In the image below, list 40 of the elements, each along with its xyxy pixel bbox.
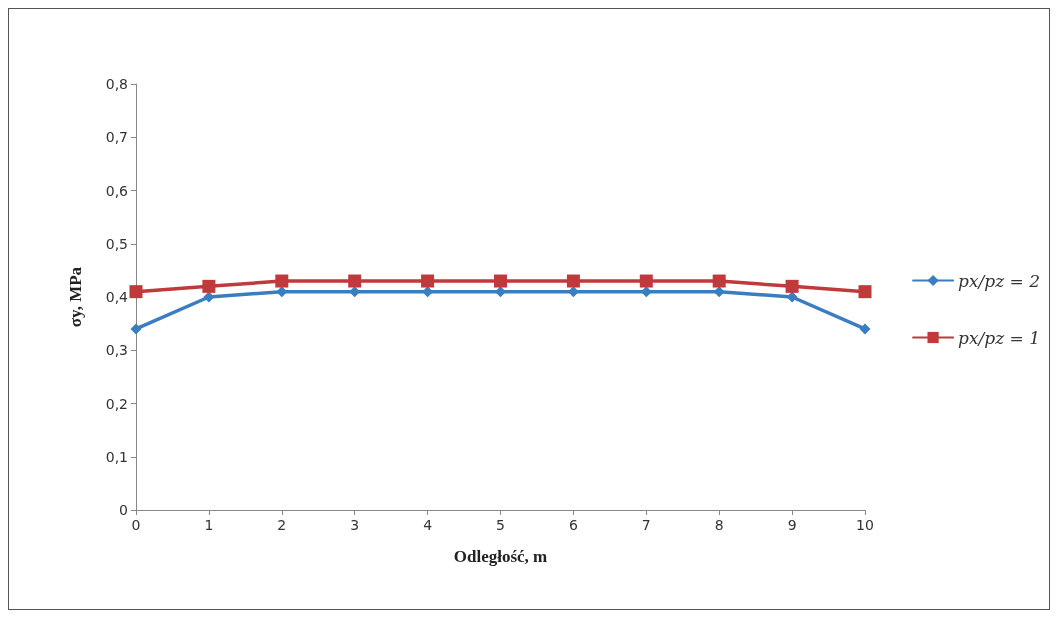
x-tick-label: 3 <box>350 517 360 533</box>
y-axis-title: σy, MPa <box>66 266 85 328</box>
x-axis-title: Odległość, m <box>453 547 548 566</box>
y-tick-label: 0,3 <box>105 342 128 359</box>
x-tick-label: 6 <box>568 517 578 533</box>
point <box>421 274 435 288</box>
point <box>785 279 799 293</box>
y-tick-label: 0,5 <box>105 235 128 252</box>
y-tick-label: 0 <box>119 502 128 518</box>
point <box>495 286 506 298</box>
point <box>858 285 872 299</box>
y-tick-label: 0,4 <box>105 289 129 305</box>
x-tick-label: 0 <box>131 517 141 533</box>
point <box>348 274 362 288</box>
point <box>639 274 653 288</box>
point <box>202 279 216 293</box>
x-tick-label: 5 <box>496 517 505 533</box>
y-tick-label: 0,2 <box>105 395 128 412</box>
x-tick-label: 8 <box>714 517 724 533</box>
legend-label: px/pz = 2 <box>958 270 1040 291</box>
x-tick-label: 2 <box>277 517 287 533</box>
point <box>494 274 507 288</box>
point <box>129 285 143 299</box>
y-tick-label: 0,1 <box>105 448 128 465</box>
point <box>786 291 798 303</box>
y-tick-label: 0,8 <box>105 76 128 92</box>
x-tick-label: 9 <box>787 517 797 533</box>
point <box>203 291 215 303</box>
point <box>130 323 142 335</box>
y-tick-label: 0,6 <box>105 182 129 199</box>
y-tick-label: 0,7 <box>105 129 128 146</box>
x-tick-label: 1 <box>204 517 214 533</box>
point <box>712 274 726 288</box>
point <box>566 274 580 288</box>
x-tick-label: 7 <box>641 517 651 533</box>
point <box>275 274 289 288</box>
x-tick-label: 10 <box>856 517 874 533</box>
point <box>859 323 871 335</box>
x-tick-label: 4 <box>423 517 433 533</box>
legend-label: px/pz = 1 <box>958 327 1040 348</box>
